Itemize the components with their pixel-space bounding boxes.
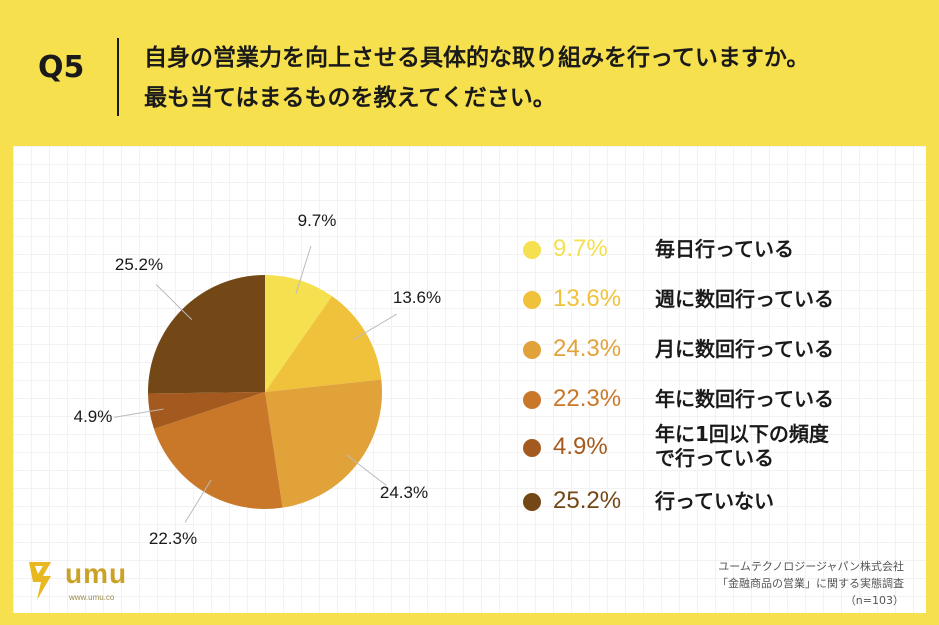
- legend-item: 4.9% 年に1回以下の頻度 で行っている: [523, 422, 923, 470]
- legend-item: 25.2% 行っていない: [523, 486, 923, 516]
- leader-line: [353, 313, 397, 341]
- pie-chart: 9.7% 13.6% 24.3% 22.3% 4.9% 25.2%: [74, 211, 441, 548]
- question-text: 自身の営業力を向上させる具体的な取り組みを行っていますか。 最も当てはまるものを…: [144, 38, 934, 118]
- legend-swatch: [523, 493, 541, 511]
- legend-item: 13.6% 週に数回行っている: [523, 284, 923, 314]
- legend-percent: 13.6%: [553, 285, 622, 312]
- pie-slice: [153, 392, 283, 509]
- legend-label: 年に1回以下の頻度 で行っている: [655, 422, 829, 470]
- question-line-1: 自身の営業力を向上させる具体的な取り組みを行っていますか。: [144, 45, 810, 71]
- question-number: Q5: [38, 50, 85, 85]
- source-company: ユームテクノロジージャパン株式会社: [718, 560, 904, 573]
- slice-percent-label: 9.7%: [298, 211, 337, 230]
- legend-label-line: 年に1回以下の頻度: [655, 422, 829, 446]
- slice-percent-label: 22.3%: [149, 529, 197, 548]
- pie-slices: [148, 275, 382, 509]
- legend-swatch: [523, 291, 541, 309]
- legend-label: 月に数回行っている: [655, 337, 834, 361]
- legend-label: 毎日行っている: [655, 237, 794, 261]
- legend-swatch: [523, 241, 541, 259]
- slice-percent-label: 13.6%: [393, 288, 441, 307]
- source-survey: 「金融商品の営業」に関する実態調査: [717, 577, 904, 590]
- pie-slice: [265, 275, 332, 392]
- legend-label: 年に数回行っている: [655, 387, 834, 411]
- umu-logo-mark-icon: [29, 562, 51, 600]
- legend-swatch: [523, 341, 541, 359]
- header: Q5 自身の営業力を向上させる具体的な取り組みを行っていますか。 最も当てはまる…: [0, 0, 939, 140]
- chart-card: 9.7% 13.6% 24.3% 22.3% 4.9% 25.2% 9.7% 毎日行っている…: [13, 146, 926, 613]
- legend-swatch: [523, 391, 541, 409]
- legend-percent: 22.3%: [553, 385, 622, 412]
- slice-percent-label: 4.9%: [74, 407, 113, 426]
- legend-item: 24.3% 月に数回行っている: [523, 334, 923, 364]
- question-line-2: 最も当てはまるものを教えてください。: [144, 85, 556, 111]
- legend-swatch: [523, 439, 541, 457]
- pie-slice: [148, 392, 265, 429]
- source-sample: （n=103）: [844, 594, 904, 607]
- leader-lines: [114, 245, 397, 523]
- leader-line: [114, 408, 164, 418]
- legend-item: 9.7% 毎日行っている: [523, 234, 923, 264]
- legend-item: 22.3% 年に数回行っている: [523, 384, 923, 414]
- leader-line: [346, 454, 387, 486]
- leader-line: [155, 284, 193, 321]
- pie-slice: [265, 296, 382, 392]
- slice-percent-label: 25.2%: [115, 255, 163, 274]
- legend-label: 行っていない: [655, 489, 774, 513]
- header-divider: [117, 38, 119, 116]
- source-note: ユームテクノロジージャパン株式会社 「金融商品の営業」に関する実態調査 （n=1…: [717, 558, 904, 609]
- slice-labels: 9.7% 13.6% 24.3% 22.3% 4.9% 25.2%: [74, 211, 441, 548]
- leader-line: [295, 245, 312, 294]
- legend-percent: 25.2%: [553, 487, 622, 514]
- umu-logo: umu www.umu.co: [25, 556, 145, 606]
- legend-label-line: で行っている: [655, 446, 774, 470]
- pie-slice: [265, 379, 382, 508]
- logo-url: www.umu.co: [69, 593, 115, 602]
- pie-slice: [148, 275, 265, 394]
- leader-line: [184, 479, 212, 523]
- legend-percent: 9.7%: [553, 235, 608, 262]
- slice-percent-label: 24.3%: [380, 483, 428, 502]
- logo-wordmark: umu: [65, 558, 128, 589]
- legend-percent: 4.9%: [553, 433, 608, 460]
- legend-percent: 24.3%: [553, 335, 622, 362]
- legend-label: 週に数回行っている: [655, 287, 834, 311]
